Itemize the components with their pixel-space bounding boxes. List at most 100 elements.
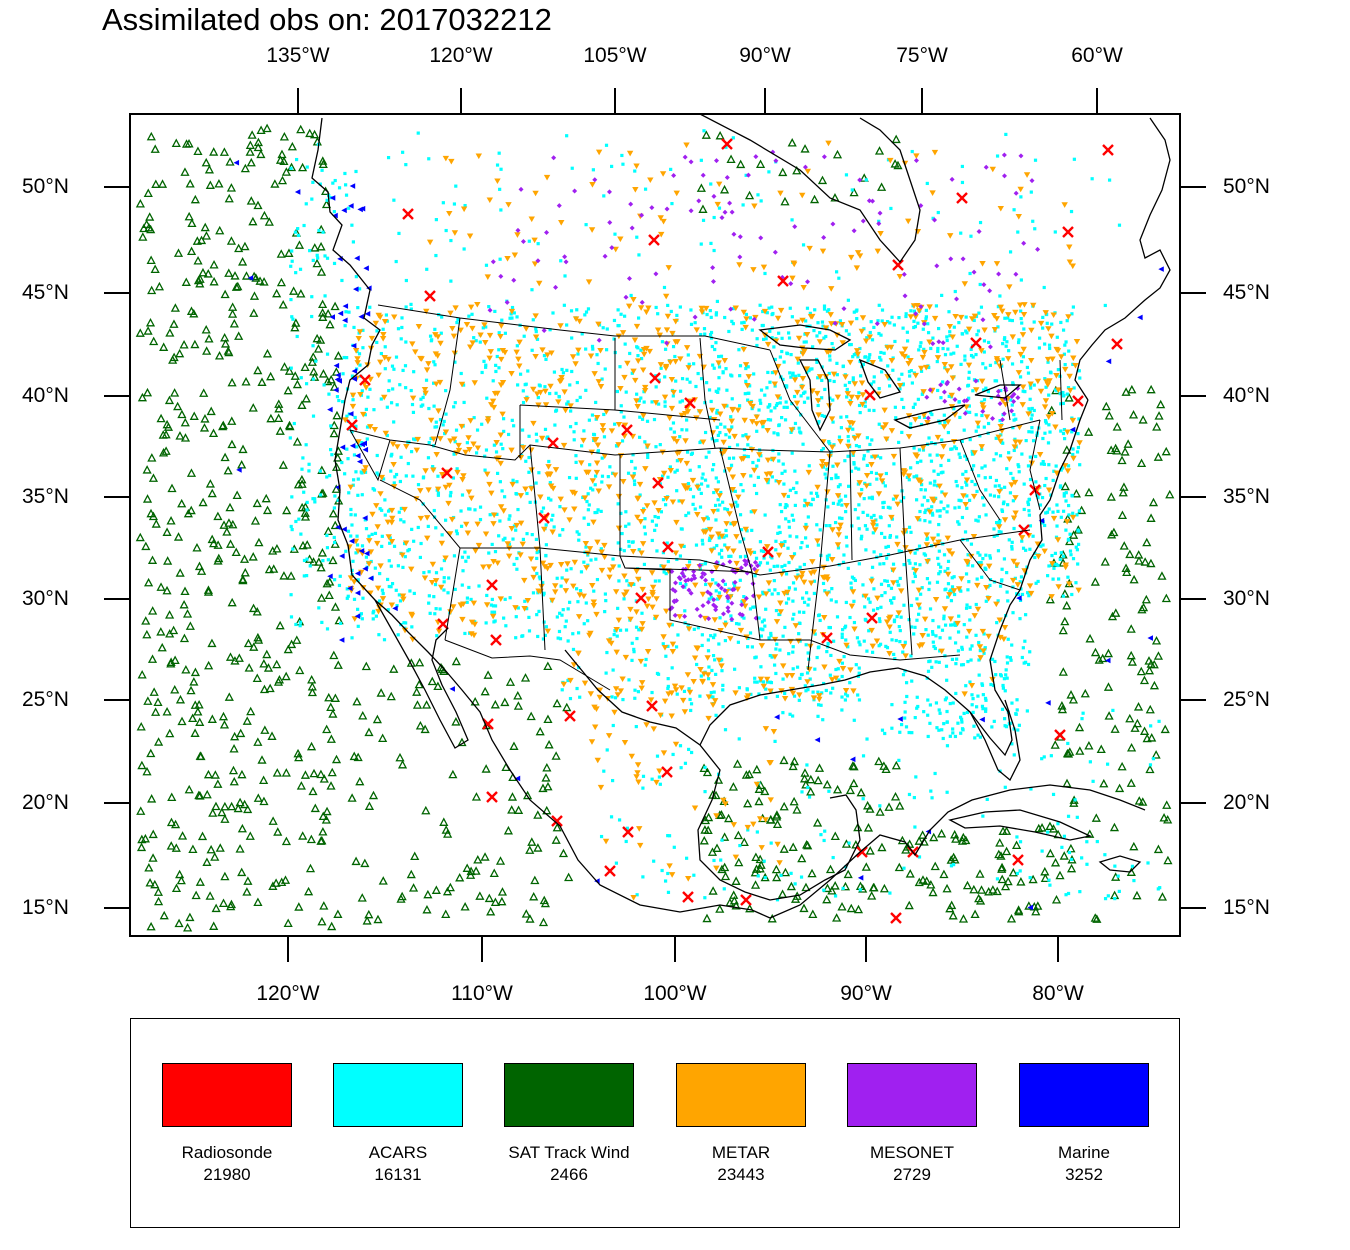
triangle-up-marker xyxy=(166,657,176,666)
triangle-down-marker xyxy=(593,415,601,421)
square-dot-marker xyxy=(627,583,631,587)
triangle-down-marker xyxy=(447,310,454,317)
square-dot-marker xyxy=(967,580,971,584)
triangle-down-marker xyxy=(919,445,927,451)
square-dot-marker xyxy=(454,428,459,432)
square-dot-marker xyxy=(869,470,874,475)
square-dot-marker xyxy=(1029,386,1033,390)
triangle-up-marker xyxy=(294,752,304,762)
square-dot-marker xyxy=(999,388,1003,393)
square-dot-marker xyxy=(1072,157,1076,161)
square-dot-marker xyxy=(653,616,657,621)
triangle-down-marker xyxy=(646,348,653,355)
triangle-down-marker xyxy=(401,506,408,513)
triangle-down-marker xyxy=(703,305,710,312)
square-dot-marker xyxy=(983,464,987,468)
triangle-down-marker xyxy=(708,548,715,554)
square-dot-marker xyxy=(716,498,720,502)
square-dot-marker xyxy=(789,430,793,434)
square-dot-marker xyxy=(1062,492,1066,496)
square-dot-marker xyxy=(930,629,935,634)
triangle-up-marker xyxy=(1112,422,1122,431)
square-dot-marker xyxy=(1051,510,1055,514)
triangle-up-marker xyxy=(294,240,305,249)
triangle-down-marker xyxy=(800,579,808,586)
square-dot-marker xyxy=(731,322,735,326)
triangle-up-marker xyxy=(170,819,181,829)
square-dot-marker xyxy=(865,527,869,531)
square-dot-marker xyxy=(827,553,831,557)
square-dot-marker xyxy=(708,333,713,337)
square-dot-marker xyxy=(807,464,811,468)
square-dot-marker xyxy=(879,605,883,609)
triangle-down-marker xyxy=(472,548,479,554)
square-dot-marker xyxy=(927,587,931,592)
square-dot-marker xyxy=(487,551,491,555)
triangle-down-marker xyxy=(615,525,623,532)
square-dot-marker xyxy=(999,530,1003,534)
triangle-down-marker xyxy=(389,441,397,448)
square-dot-marker xyxy=(977,658,981,662)
square-dot-marker xyxy=(752,483,757,488)
square-dot-marker xyxy=(832,639,836,643)
triangle-up-marker xyxy=(194,561,205,571)
triangle-up-marker xyxy=(249,308,259,317)
square-dot-marker xyxy=(1151,757,1156,761)
triangle-up-marker xyxy=(146,131,156,141)
triangle-down-marker xyxy=(978,348,985,354)
square-dot-marker xyxy=(915,498,919,502)
square-dot-marker xyxy=(949,352,953,356)
triangle-down-marker xyxy=(681,411,689,417)
square-dot-marker xyxy=(490,542,494,547)
square-dot-marker xyxy=(347,491,351,495)
square-dot-marker xyxy=(932,483,936,487)
square-dot-marker xyxy=(345,355,349,360)
square-dot-marker xyxy=(783,469,787,473)
square-dot-marker xyxy=(1034,581,1038,585)
square-dot-marker xyxy=(984,513,988,517)
triangle-down-marker xyxy=(968,316,976,322)
square-dot-marker xyxy=(562,303,566,307)
square-dot-marker xyxy=(1020,321,1024,325)
triangle-up-marker xyxy=(267,731,277,740)
square-dot-marker xyxy=(945,744,950,748)
square-dot-marker xyxy=(945,790,949,794)
square-dot-marker xyxy=(743,554,748,558)
triangle-down-marker xyxy=(669,499,677,506)
square-dot-marker xyxy=(867,408,871,412)
square-dot-marker xyxy=(434,607,438,611)
triangle-up-marker xyxy=(297,400,307,409)
triangle-up-marker xyxy=(1065,747,1075,756)
square-dot-marker xyxy=(1064,340,1068,344)
square-dot-marker xyxy=(687,747,691,752)
triangle-down-marker xyxy=(980,405,987,411)
square-dot-marker xyxy=(787,597,791,601)
triangle-up-marker xyxy=(699,835,709,845)
triangle-down-marker xyxy=(437,340,444,347)
triangle-down-marker xyxy=(863,483,870,489)
triangle-down-marker xyxy=(1028,460,1036,467)
square-dot-marker xyxy=(697,465,701,469)
square-dot-marker xyxy=(766,481,770,485)
square-dot-marker xyxy=(893,339,897,344)
square-dot-marker xyxy=(844,329,849,333)
square-dot-marker xyxy=(971,710,975,715)
square-dot-marker xyxy=(698,694,702,698)
square-dot-marker xyxy=(927,659,931,664)
triangle-up-marker xyxy=(914,877,924,887)
triangle-down-marker xyxy=(517,552,524,558)
square-dot-marker xyxy=(882,562,886,566)
triangle-up-marker xyxy=(208,428,219,438)
triangle-down-marker xyxy=(678,499,686,505)
triangle-up-marker xyxy=(513,690,523,700)
triangle-up-marker xyxy=(325,577,335,586)
square-dot-marker xyxy=(755,830,759,834)
square-dot-marker xyxy=(802,610,806,614)
triangle-up-marker xyxy=(316,267,327,276)
square-dot-marker xyxy=(669,309,673,314)
square-dot-marker xyxy=(918,606,922,610)
triangle-down-marker xyxy=(403,444,410,450)
square-dot-marker xyxy=(803,498,807,502)
triangle-up-marker xyxy=(137,392,148,402)
square-dot-marker xyxy=(944,664,949,668)
